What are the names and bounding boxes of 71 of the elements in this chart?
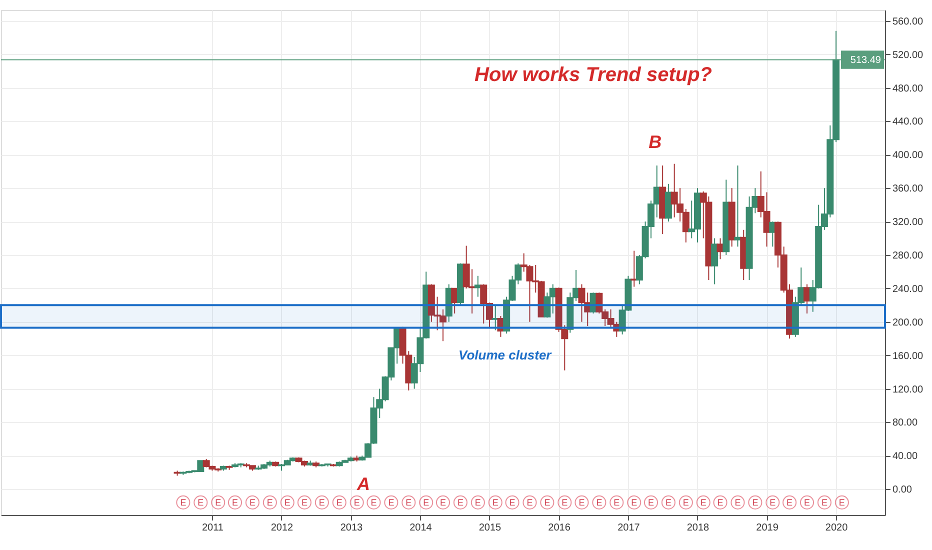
x-tick-label: 2013 [340, 522, 364, 534]
x-tick-label: 2015 [478, 522, 502, 534]
y-tick-label: 40.00 [892, 451, 918, 462]
annotation: E [752, 497, 758, 508]
x-tick-label: 2016 [548, 522, 571, 534]
y-tick-label: 560.00 [892, 16, 924, 28]
annotation: E [838, 497, 845, 508]
annotation: E [804, 497, 810, 508]
annotation: E [249, 497, 256, 508]
annotation: E [474, 497, 481, 508]
annotation: E [562, 497, 568, 508]
y-tick-label: 320.00 [892, 217, 924, 228]
y-tick-label: 360.00 [892, 184, 924, 195]
annotation: B [648, 132, 662, 152]
annotation: E [423, 497, 430, 508]
annotation: E [388, 497, 394, 508]
annotation: E [526, 497, 533, 508]
y-tick-label: 240.00 [892, 284, 924, 295]
x-tick-label: 2018 [686, 522, 710, 534]
x-tick-label: 2011 [202, 522, 224, 534]
annotation: E [614, 497, 620, 508]
annotation: E [354, 497, 360, 508]
annotation: E [770, 497, 776, 508]
annotation: E [318, 497, 325, 508]
annotation: E [665, 497, 672, 508]
annotation: E [631, 497, 638, 508]
annotation: E [336, 497, 342, 508]
annotation: E [370, 497, 377, 508]
annotation: E [232, 497, 238, 508]
annotation: E [457, 497, 464, 508]
y-tick-label: 200.00 [892, 317, 924, 328]
x-tick-label: 2019 [756, 522, 779, 534]
x-tick-label: 2014 [410, 522, 432, 534]
annotation: A [356, 474, 370, 494]
candlestick [711, 238, 718, 285]
annotation: E [700, 497, 706, 508]
y-tick-label: 520.00 [892, 50, 924, 61]
y-tick-label: 0.00 [892, 484, 912, 496]
annotation: E [786, 497, 793, 508]
x-tick-label: 2012 [270, 522, 294, 534]
annotation: E [301, 497, 308, 508]
annotation: How works Trend setup? [474, 64, 712, 86]
annotation: E [440, 497, 446, 508]
annotation: E [734, 497, 741, 508]
annotation: E [180, 497, 186, 508]
annotation: E [821, 497, 828, 508]
annotation: E [266, 497, 273, 508]
y-tick-label: 80.00 [892, 418, 918, 429]
annotation: E [492, 497, 498, 508]
annotation: E [406, 497, 412, 508]
ref-line-label: 513.49 [850, 54, 882, 66]
y-tick-label: 480.00 [892, 83, 924, 94]
y-tick-label: 440.00 [892, 116, 924, 128]
y-tick-label: 120.00 [892, 384, 924, 396]
annotation: E [578, 497, 585, 508]
annotation: E [596, 497, 602, 508]
x-tick-label: 2017 [618, 522, 640, 534]
annotation: E [717, 497, 724, 508]
annotation: E [284, 497, 290, 508]
annotation: E [215, 497, 222, 508]
y-tick-label: 400.00 [892, 150, 924, 162]
candlestick [630, 250, 638, 288]
annotation: E [198, 497, 204, 508]
y-tick-label: 280.00 [892, 250, 924, 262]
annotation: E [682, 497, 689, 508]
annotation: E [544, 497, 550, 508]
y-tick-label: 160.00 [892, 350, 924, 362]
band-label: Volume cluster [458, 348, 552, 363]
annotation: E [648, 497, 654, 508]
annotation: E [509, 497, 516, 508]
x-tick-label: 2020 [825, 522, 848, 534]
